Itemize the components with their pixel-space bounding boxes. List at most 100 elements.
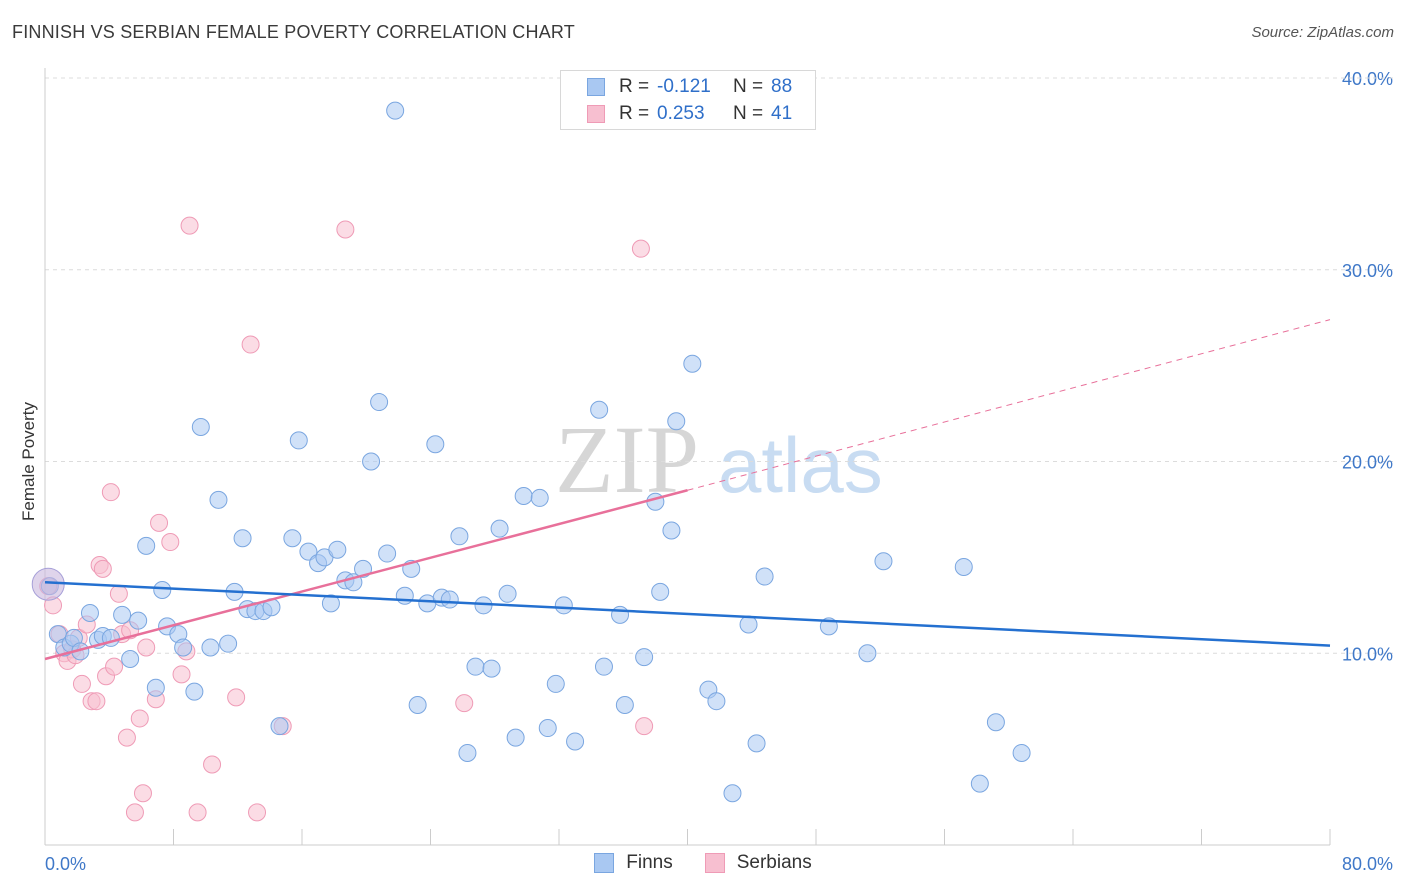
finns-point [283, 529, 302, 548]
finns-point [137, 536, 156, 555]
finns-point [646, 492, 665, 511]
legend-row-finns: R = -0.121 N = 88 [587, 75, 792, 99]
serbians-point [130, 709, 149, 728]
finns-point [683, 354, 702, 373]
finns-n-value: 88 [771, 76, 793, 97]
serbians-point [93, 559, 112, 578]
finns-point [466, 657, 485, 676]
finns-point [219, 634, 238, 653]
serbians-point [72, 674, 91, 693]
finns-point [739, 615, 758, 634]
finns-point [874, 552, 893, 571]
serbians-point [172, 665, 191, 684]
x-tick-label-min: 0.0% [45, 854, 86, 874]
y-tick-label: 20.0% [1342, 453, 1393, 473]
finns-point [378, 544, 397, 563]
finns-point [129, 611, 148, 630]
finns-point [185, 682, 204, 701]
finns-point [970, 774, 989, 793]
serbians-point [631, 239, 650, 258]
finns-point [667, 412, 686, 431]
serbians-point [150, 513, 169, 532]
serbians-point [109, 584, 128, 603]
series-legend: Finns Serbians [0, 852, 1406, 874]
finns-r-value: -0.121 [657, 76, 711, 97]
serbians-r-value: 0.253 [657, 103, 705, 124]
finns-point [530, 488, 549, 507]
finns-point [299, 542, 318, 561]
finns-point [458, 743, 477, 762]
finns-n-label: N = [733, 76, 764, 97]
y-tick-label: 30.0% [1342, 261, 1393, 281]
finns-point [289, 431, 308, 450]
finns-swatch [587, 78, 605, 96]
x-tick-label-max: 80.0% [1342, 854, 1393, 874]
serbians-point [336, 220, 355, 239]
legend-item-finns: Finns [594, 852, 673, 874]
finns-point [191, 417, 210, 436]
serbians-point [248, 803, 267, 822]
finns-point [201, 638, 220, 657]
watermark-atlas: atlas [718, 421, 883, 509]
finns-point [113, 605, 132, 624]
finns-point [566, 732, 585, 751]
serbians-trend-extension [687, 319, 1331, 491]
finns-point [426, 435, 445, 454]
source-credit: Source: ZipAtlas.com [1251, 24, 1394, 41]
finns-point [611, 605, 630, 624]
finns-point [615, 696, 634, 715]
y-tick-label: 40.0% [1342, 69, 1393, 89]
finns-point [858, 644, 877, 663]
finns-point [121, 650, 140, 669]
finns-point [986, 713, 1005, 732]
finns-point [554, 596, 573, 615]
finns-point [146, 678, 165, 697]
finns-point [440, 590, 459, 609]
finns-trend-line [44, 581, 1331, 647]
finns-point [1012, 743, 1031, 762]
serbians-point [180, 216, 199, 235]
serbians-point [188, 803, 207, 822]
finns-point [386, 101, 405, 120]
serbians-legend-label: Serbians [736, 852, 812, 873]
finns-point [174, 638, 193, 657]
chart-title: FINNISH VS SERBIAN FEMALE POVERTY CORREL… [12, 22, 575, 42]
serbians-point [105, 657, 124, 676]
stats-legend: R = -0.121 N = 88 R = 0.253 N = 41 [560, 70, 816, 130]
serbians-point [161, 533, 180, 552]
finns-point [514, 487, 533, 506]
finns-point [395, 586, 414, 605]
finns-point [594, 657, 613, 676]
finns-point [321, 594, 340, 613]
serbians-n-label: N = [733, 103, 764, 124]
serbians-r-label: R = [619, 103, 650, 124]
finns-point [408, 696, 427, 715]
finns-point [755, 567, 774, 586]
serbians-point [241, 335, 260, 354]
finns-point [662, 521, 681, 540]
finns-point [209, 490, 228, 509]
serbians-n-value: 41 [771, 103, 793, 124]
serbians-point [87, 692, 106, 711]
serbians-point [117, 728, 136, 747]
legend-row-serbians: R = 0.253 N = 41 [587, 102, 792, 126]
finns-legend-swatch [594, 853, 615, 873]
finns-point [328, 540, 347, 559]
serbians-swatch [587, 105, 605, 123]
finns-point [233, 529, 252, 548]
finns-point [498, 584, 517, 603]
finns-point [450, 527, 469, 546]
finns-point [538, 719, 557, 738]
serbians-legend-swatch [704, 853, 725, 873]
serbians-trend-line [44, 489, 688, 661]
serbians-point [203, 755, 222, 774]
finns-point [707, 692, 726, 711]
finns-point [490, 519, 509, 538]
legend-item-serbians: Serbians [704, 852, 812, 874]
serbians-point [125, 803, 144, 822]
finns-point [80, 603, 99, 622]
finns-point [270, 717, 289, 736]
serbians-point [455, 694, 474, 713]
finns-point [651, 582, 670, 601]
